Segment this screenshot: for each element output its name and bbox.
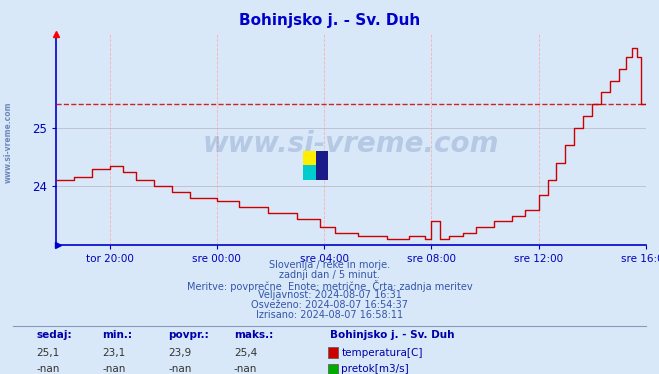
Text: zadnji dan / 5 minut.: zadnji dan / 5 minut. — [279, 270, 380, 280]
Text: temperatura[C]: temperatura[C] — [341, 348, 423, 358]
Text: 23,9: 23,9 — [168, 348, 191, 358]
Text: pretok[m3/s]: pretok[m3/s] — [341, 364, 409, 374]
Text: -nan: -nan — [102, 364, 125, 374]
Text: Osveženo: 2024-08-07 16:54:37: Osveženo: 2024-08-07 16:54:37 — [251, 300, 408, 310]
Text: -nan: -nan — [234, 364, 257, 374]
Text: Izrisano: 2024-08-07 16:58:11: Izrisano: 2024-08-07 16:58:11 — [256, 310, 403, 321]
Text: sedaj:: sedaj: — [36, 330, 72, 340]
Text: Meritve: povprečne  Enote: metrične  Črta: zadnja meritev: Meritve: povprečne Enote: metrične Črta:… — [186, 280, 473, 292]
Text: min.:: min.: — [102, 330, 132, 340]
Text: Bohinjsko j. - Sv. Duh: Bohinjsko j. - Sv. Duh — [330, 330, 454, 340]
Text: Veljavnost: 2024-08-07 16:31: Veljavnost: 2024-08-07 16:31 — [258, 290, 401, 300]
Text: -nan: -nan — [36, 364, 59, 374]
Text: -nan: -nan — [168, 364, 191, 374]
Text: povpr.:: povpr.: — [168, 330, 209, 340]
Text: Bohinjsko j. - Sv. Duh: Bohinjsko j. - Sv. Duh — [239, 13, 420, 28]
Text: 25,1: 25,1 — [36, 348, 59, 358]
Text: 23,1: 23,1 — [102, 348, 125, 358]
Text: maks.:: maks.: — [234, 330, 273, 340]
Text: www.si-vreme.com: www.si-vreme.com — [203, 129, 499, 157]
Text: www.si-vreme.com: www.si-vreme.com — [3, 101, 13, 183]
Text: Slovenija / reke in morje.: Slovenija / reke in morje. — [269, 260, 390, 270]
Text: 25,4: 25,4 — [234, 348, 257, 358]
